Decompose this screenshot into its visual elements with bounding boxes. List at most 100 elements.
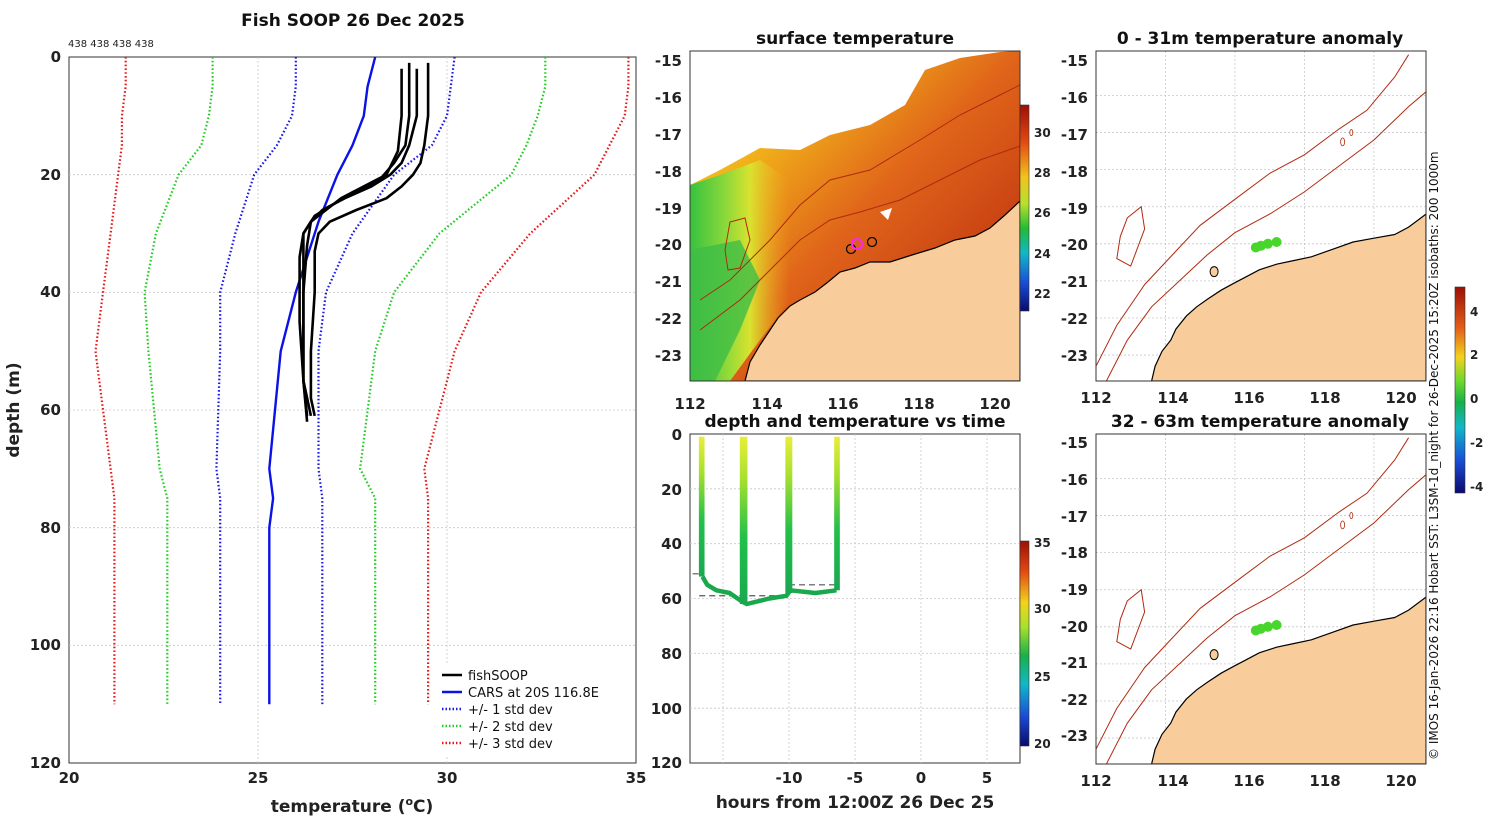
x-tick-label: 35 xyxy=(626,769,647,787)
anomaly-point xyxy=(1271,620,1282,630)
isobath-200m xyxy=(1105,91,1426,381)
sst-colorbar xyxy=(1019,104,1030,312)
cbar-tick-label: -4 xyxy=(1470,480,1483,494)
anomaly-top-y-ticks: -15 -16 -17 -18 -19 -20 -21 -22 -23 xyxy=(1061,52,1088,365)
time-colorbar xyxy=(1019,540,1030,747)
isobath-1000m xyxy=(1096,54,1410,367)
cbar-tick-label: 30 xyxy=(1034,126,1051,140)
time-series xyxy=(690,434,1020,763)
x-tick-label: 112 xyxy=(1080,772,1111,790)
reef-outline xyxy=(1116,205,1146,267)
cast-vertical-trace xyxy=(785,436,793,594)
y-tick-label: -19 xyxy=(1061,581,1088,599)
land xyxy=(1150,213,1426,381)
land xyxy=(1150,596,1426,764)
y-tick-label: -20 xyxy=(655,236,682,254)
y-tick-label: -16 xyxy=(1061,89,1088,107)
y-tick-label: 20 xyxy=(661,481,682,499)
xlabel-main: temperature ( xyxy=(271,797,406,817)
anomaly-top-panel: 0 - 31m temperature anomaly -15 -16 -17 … xyxy=(1061,29,1427,407)
std-dev-2-low-line xyxy=(143,57,214,705)
profile-x-axis-label: temperature (oC) xyxy=(271,795,434,817)
x-tick-label: 112 xyxy=(1080,389,1111,407)
cbar-tick-label: 24 xyxy=(1034,247,1051,261)
profile-cast-ids: 438 438 438 438 xyxy=(68,39,154,50)
y-tick-label: 80 xyxy=(661,645,682,663)
cbar-tick-label: 26 xyxy=(1034,206,1051,220)
anomaly-colorbar-ticks: 4 2 0 -2 -4 xyxy=(1470,305,1483,494)
profile-series xyxy=(94,56,630,705)
y-tick-label: 100 xyxy=(30,636,61,654)
bottom-trace xyxy=(700,575,837,607)
y-tick-label: -23 xyxy=(1061,727,1088,745)
cast-vertical-trace xyxy=(698,436,705,577)
y-tick-label: -18 xyxy=(655,163,682,181)
sst-isobath-200m xyxy=(699,145,1020,331)
reef-outline xyxy=(1340,137,1346,147)
anomaly-point xyxy=(1262,621,1273,632)
x-tick-label: 20 xyxy=(59,769,80,787)
time-x-ticks: -10 -5 0 5 xyxy=(775,769,992,787)
y-tick-label: -23 xyxy=(1061,347,1088,365)
profile-y-axis-label: depth (m) xyxy=(4,362,24,457)
y-tick-label: -17 xyxy=(1061,126,1088,144)
sst-isobath-1000m xyxy=(699,84,1020,301)
std-dev-3-low-line xyxy=(94,57,127,705)
y-tick-label: 120 xyxy=(30,754,61,772)
side-caption: © IMOS 16-Jan-2026 22:16 Hobart SST: L3S… xyxy=(1427,151,1441,760)
anomaly-bottom-title: 32 - 63m temperature anomaly xyxy=(1111,412,1409,432)
y-tick-label: -19 xyxy=(1061,200,1088,218)
legend-label: +/- 3 std dev xyxy=(468,737,553,752)
y-tick-label: -22 xyxy=(1061,691,1088,709)
y-tick-label: -21 xyxy=(1061,273,1088,291)
y-tick-label: -21 xyxy=(1061,654,1088,672)
y-tick-label: 0 xyxy=(51,48,61,66)
fishsoop-cast-line xyxy=(302,68,403,417)
cast-vertical-trace xyxy=(834,436,840,591)
y-tick-label: 80 xyxy=(40,519,61,537)
time-y-ticks: 0 20 40 60 80 100 120 xyxy=(651,426,682,772)
y-tick-label: -19 xyxy=(655,200,682,218)
sst-cloud-speck xyxy=(880,208,892,220)
cbar-tick-label: 0 xyxy=(1470,392,1478,406)
y-tick-label: 0 xyxy=(672,426,682,444)
cbar-tick-label: 4 xyxy=(1470,305,1478,319)
cbar-tick-label: 20 xyxy=(1034,737,1051,751)
legend-label: +/- 1 std dev xyxy=(468,703,553,718)
anomaly-point xyxy=(1271,237,1282,247)
x-tick-label: 120 xyxy=(1385,772,1416,790)
y-tick-label: -20 xyxy=(1061,618,1088,636)
reef-outline xyxy=(1349,512,1354,519)
cars-climatology-line xyxy=(268,56,377,705)
legend-label: fishSOOP xyxy=(468,669,528,684)
y-tick-label: -23 xyxy=(655,347,682,365)
time-colorbar-ticks: 35 30 25 20 xyxy=(1034,536,1051,751)
x-tick-label: 116 xyxy=(1233,772,1264,790)
x-tick-label: 114 xyxy=(1157,389,1188,407)
cbar-tick-label: 2 xyxy=(1470,348,1478,362)
y-tick-label: -16 xyxy=(1061,471,1088,489)
x-tick-label: 116 xyxy=(827,395,858,413)
x-tick-label: -10 xyxy=(775,769,802,787)
x-tick-label: 120 xyxy=(1385,389,1416,407)
cbar-tick-label: 30 xyxy=(1034,602,1051,616)
reef-outline xyxy=(1340,520,1346,530)
map-frame xyxy=(1095,50,1427,382)
cbar-tick-label: 25 xyxy=(1034,670,1051,684)
y-tick-label: 40 xyxy=(40,283,61,301)
cbar-tick-label: -2 xyxy=(1470,436,1483,450)
y-tick-label: -15 xyxy=(655,52,682,70)
anomaly-bottom-map xyxy=(1095,433,1427,765)
y-tick-label: -18 xyxy=(1061,544,1088,562)
profile-legend: fishSOOP CARS at 20S 116.8E +/- 1 std de… xyxy=(433,664,628,756)
sst-title: surface temperature xyxy=(756,29,954,49)
y-tick-label: 40 xyxy=(661,535,682,553)
map-frame xyxy=(1095,433,1427,765)
std-dev-1-high-line xyxy=(317,56,456,705)
y-tick-label: -16 xyxy=(655,89,682,107)
fishsoop-cast-line xyxy=(309,62,430,417)
x-tick-label: 5 xyxy=(982,769,992,787)
y-tick-label: 100 xyxy=(651,700,682,718)
cbar-tick-label: 28 xyxy=(1034,166,1051,180)
